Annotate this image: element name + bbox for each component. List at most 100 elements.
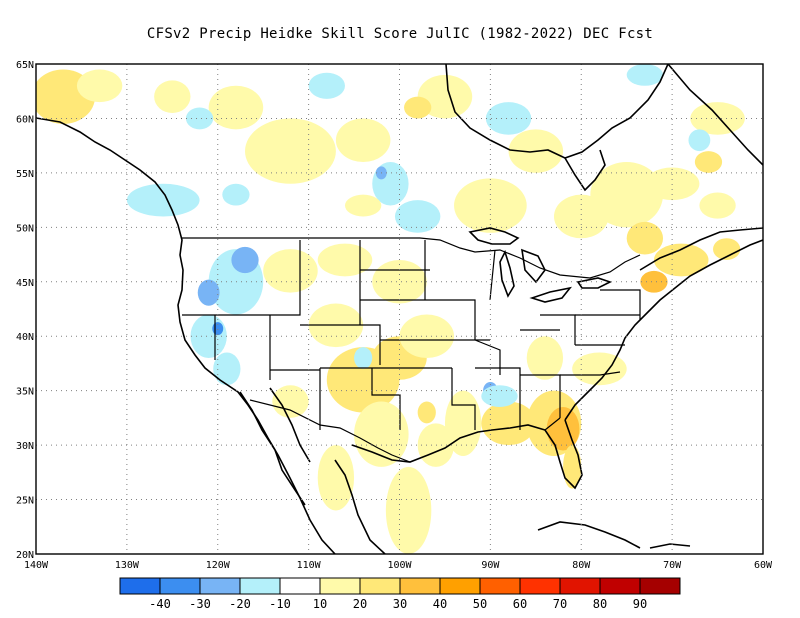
- skill-region: [208, 85, 264, 130]
- colorbar-swatch: [639, 577, 681, 595]
- coastlines: [36, 64, 763, 554]
- skill-region: [485, 102, 532, 135]
- west-coast: [36, 117, 336, 554]
- labrador-coast: [667, 64, 763, 166]
- great-lake-michigan: [499, 249, 515, 298]
- colorbar: -40 -30 -20 -10 10 20 30 40 50 60 70 80 90: [119, 577, 681, 611]
- lon-label: 110W: [297, 560, 322, 571]
- gulf-of-california: [269, 387, 311, 463]
- colorbar-swatch: [199, 577, 241, 595]
- colorbar-label: 40: [433, 597, 447, 611]
- atlantic-coast: [564, 239, 763, 421]
- colorbar-swatch: [559, 577, 601, 595]
- lat-label: 50N: [16, 223, 34, 234]
- skill-region: [626, 64, 664, 86]
- colorbar-label: 20: [353, 597, 367, 611]
- colorbar-label: 60: [513, 597, 527, 611]
- colorbar-swatch: [279, 577, 321, 595]
- lat-label: 65N: [16, 60, 34, 71]
- lat-label: 60N: [16, 114, 34, 125]
- skill-region: [417, 74, 473, 119]
- skill-region: [694, 151, 723, 173]
- skill-region: [713, 238, 741, 260]
- colorbar-label: 50: [473, 597, 487, 611]
- colorbar-swatch: [319, 577, 361, 595]
- skill-region: [126, 183, 200, 217]
- lon-label: 140W: [24, 560, 49, 571]
- skill-region: [626, 221, 664, 255]
- lat-label: 30N: [16, 441, 34, 452]
- colorbar-swatch: [599, 577, 641, 595]
- lat-label: 40N: [16, 332, 34, 343]
- skill-region: [688, 129, 711, 152]
- state-lines-west: [182, 240, 452, 430]
- lon-label: 60W: [754, 560, 773, 571]
- colorbar-label: -40: [149, 597, 171, 611]
- skill-region: [644, 167, 700, 201]
- skill-region: [76, 69, 123, 103]
- skill-region: [526, 336, 564, 380]
- colorbar-swatch: [359, 577, 401, 595]
- great-lake-superior: [468, 227, 520, 245]
- skill-region: [272, 385, 309, 418]
- skill-region: [394, 200, 441, 233]
- skill-region: [699, 192, 736, 219]
- colorbar-swatch: [439, 577, 481, 595]
- gulf-st-lawrence: [639, 227, 763, 271]
- skill-region: [354, 347, 373, 369]
- colorbar-label: 90: [633, 597, 647, 611]
- skill-region: [197, 279, 220, 306]
- lat-label: 25N: [16, 496, 34, 507]
- skill-region: [263, 249, 318, 293]
- lon-label: 70W: [663, 560, 682, 571]
- florida: [544, 419, 583, 490]
- latitude-labels: 65N 60N 55N 50N 45N 40N 35N 30N 25N 20N: [16, 60, 34, 561]
- lon-label: 90W: [481, 560, 500, 571]
- skill-region: [344, 194, 382, 217]
- baja-peninsula: [239, 391, 306, 506]
- lon-label: 80W: [572, 560, 591, 571]
- cuba: [537, 521, 641, 549]
- skill-region: [417, 401, 436, 424]
- colorbar-swatch: [119, 577, 161, 595]
- colorbar-swatch: [479, 577, 521, 595]
- lat-label: 45N: [16, 278, 34, 289]
- colorbar-label: 70: [553, 597, 567, 611]
- mexico-gulf-coast: [334, 459, 386, 554]
- great-lake-erie: [529, 286, 572, 303]
- skill-region: [653, 243, 709, 277]
- skill-region: [546, 407, 580, 451]
- skill-region: [154, 80, 191, 113]
- skill-region: [572, 352, 627, 386]
- skill-region: [317, 243, 373, 277]
- chart-title: CFSv2 Precip Heidke Skill Score JulIC (1…: [146, 26, 654, 42]
- skill-region: [454, 178, 527, 233]
- us-mexico-border: [249, 399, 411, 463]
- colorbar-label: 10: [313, 597, 327, 611]
- skill-region: [213, 352, 241, 386]
- hispaniola: [649, 543, 691, 549]
- colorbar-swatch: [519, 577, 561, 595]
- skill-region: [640, 270, 668, 293]
- lat-label: 20N: [16, 550, 34, 561]
- gridlines: [36, 64, 763, 554]
- lon-label: 130W: [115, 560, 140, 571]
- political-borders: [182, 237, 641, 463]
- skill-region: [590, 162, 664, 228]
- skill-region: [335, 118, 391, 162]
- skill-region: [231, 246, 259, 274]
- skill-region: [385, 466, 432, 554]
- skill-region: [563, 445, 582, 489]
- lon-label: 100W: [387, 560, 412, 571]
- skill-region: [481, 401, 536, 446]
- colorbar-label: -10: [269, 597, 291, 611]
- skill-region: [372, 260, 427, 304]
- hudson-bay: [445, 64, 669, 159]
- colorbar-label: -20: [229, 597, 251, 611]
- colorbar-label: 80: [593, 597, 607, 611]
- colorbar-swatch: [239, 577, 281, 595]
- skill-region: [222, 183, 250, 206]
- colorbar-swatch: [159, 577, 201, 595]
- skill-region: [444, 390, 482, 457]
